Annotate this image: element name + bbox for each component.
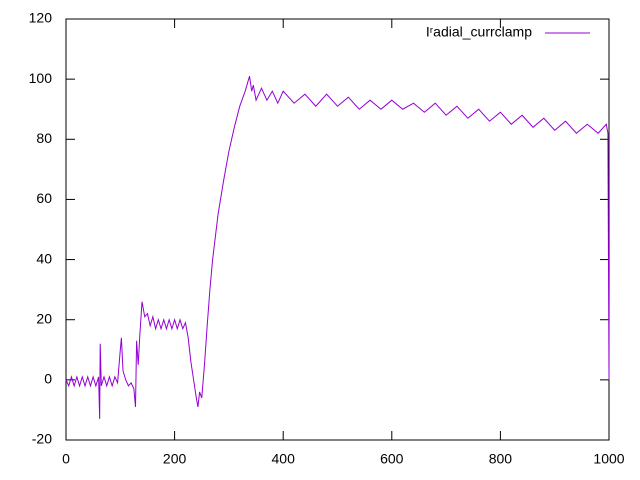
y-tick-label: -20 <box>32 431 52 447</box>
y-tick-label: 40 <box>36 250 52 266</box>
y-tick-label: 60 <box>36 190 52 206</box>
x-tick-label: 800 <box>489 451 513 467</box>
x-tick-label: 1000 <box>593 451 624 467</box>
y-tick-label: 100 <box>29 70 53 86</box>
data-line <box>65 75 610 419</box>
y-tick-label: 0 <box>44 371 52 387</box>
y-tick-label: 120 <box>29 10 53 26</box>
plot-frame <box>65 18 610 441</box>
x-tick-label: 600 <box>380 451 404 467</box>
x-tick-label: 400 <box>272 451 296 467</box>
legend-label: Iʳadial_currclamp <box>426 24 532 40</box>
y-tick-label: 80 <box>36 130 52 146</box>
x-tick-label: 0 <box>62 451 70 467</box>
x-tick-label: 200 <box>163 451 187 467</box>
y-tick-label: 20 <box>36 310 52 326</box>
